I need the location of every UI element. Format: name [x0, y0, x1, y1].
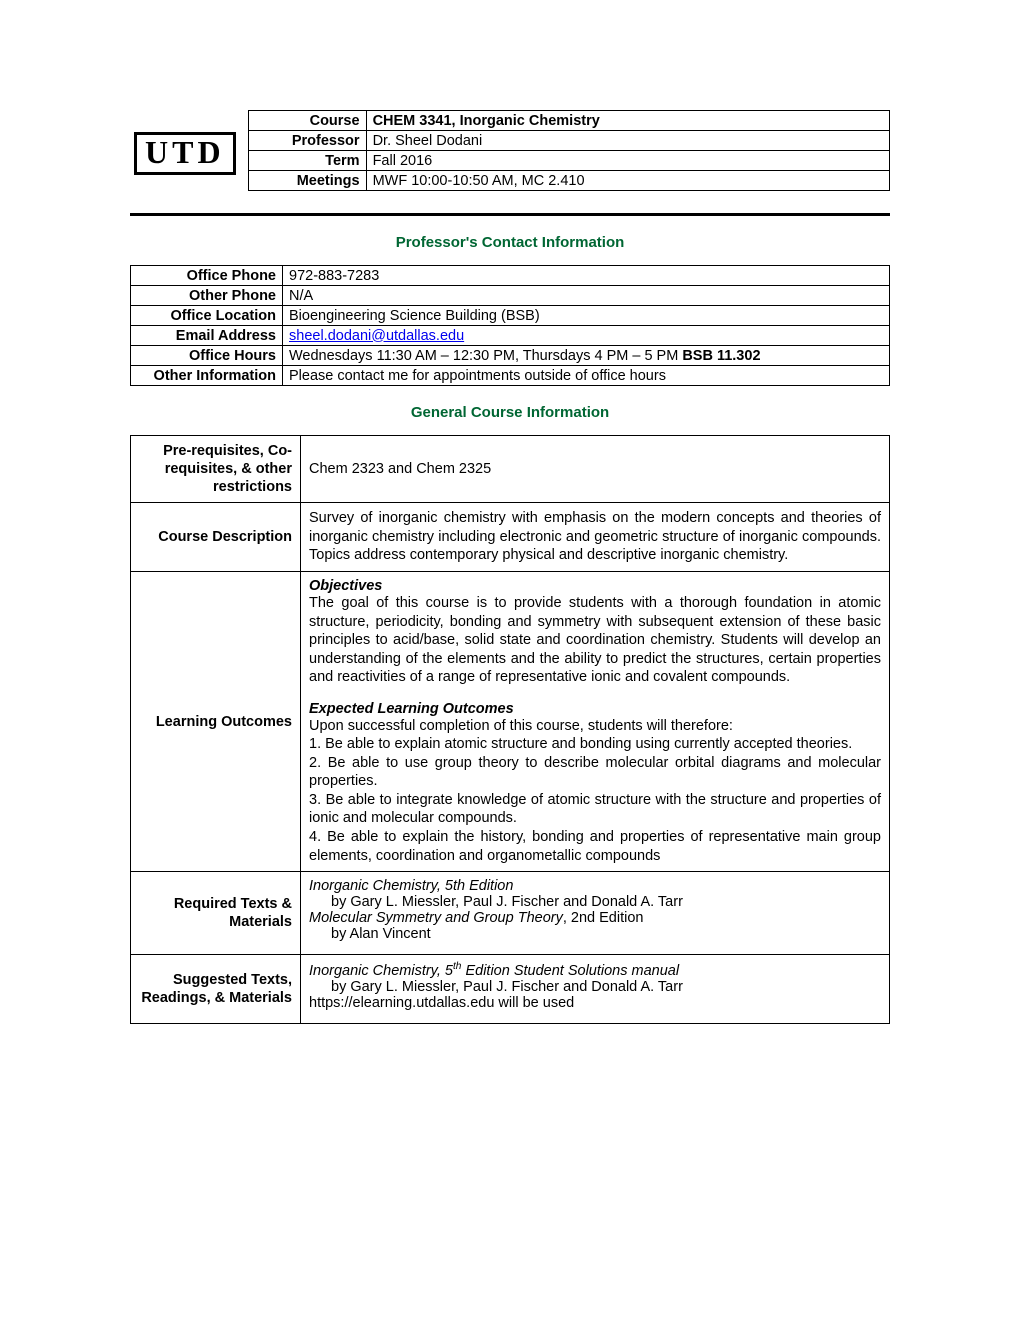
other-phone-label: Other Phone: [131, 286, 283, 306]
learning-outcomes-content: Objectives The goal of this course is to…: [301, 572, 890, 872]
elo-intro: Upon successful completion of this cours…: [309, 717, 881, 736]
course-label: Course: [248, 111, 366, 131]
office-location-value: Bioengineering Science Building (BSB): [283, 306, 890, 326]
table-row: Term Fall 2016: [248, 151, 889, 171]
other-info-label: Other Information: [131, 366, 283, 386]
req-text-2-title-a: Molecular Symmetry and Group Theory: [309, 910, 563, 926]
term-label: Term: [248, 151, 366, 171]
objectives-text: The goal of this course is to provide st…: [309, 594, 881, 687]
sugg-text-1-author: by Gary L. Miessler, Paul J. Fischer and…: [309, 979, 881, 995]
req-text-2-title: Molecular Symmetry and Group Theory, 2nd…: [309, 910, 881, 926]
office-hours-label: Office Hours: [131, 346, 283, 366]
req-text-2-author: by Alan Vincent: [309, 926, 881, 942]
table-row: Learning Outcomes Objectives The goal of…: [131, 572, 890, 872]
spacer: [309, 1011, 881, 1017]
office-phone-value: 972-883-7283: [283, 266, 890, 286]
utd-logo: UTD: [134, 132, 236, 175]
req-text-1-author: by Gary L. Miessler, Paul J. Fischer and…: [309, 894, 881, 910]
course-desc-value: Survey of inorganic chemistry with empha…: [301, 503, 890, 572]
email-value-cell: sheel.dodani@utdallas.edu: [283, 326, 890, 346]
spacer: [309, 942, 881, 948]
email-link[interactable]: sheel.dodani@utdallas.edu: [289, 328, 464, 344]
contact-info-table: Office Phone 972-883-7283 Other Phone N/…: [130, 265, 890, 386]
contact-section-title: Professor's Contact Information: [130, 234, 890, 251]
table-row: Required Texts & Materials Inorganic Che…: [131, 872, 890, 955]
professor-value: Dr. Sheel Dodani: [366, 131, 889, 151]
required-texts-label: Required Texts & Materials: [131, 872, 301, 955]
elo-item-1: 1. Be able to explain atomic structure a…: [309, 735, 881, 754]
elo-item-2: 2. Be able to use group theory to descri…: [309, 754, 881, 791]
course-value: CHEM 3341, Inorganic Chemistry: [366, 111, 889, 131]
professor-label: Professor: [248, 131, 366, 151]
term-value: Fall 2016: [366, 151, 889, 171]
prereq-label: Pre-requisites, Co-requisites, & other r…: [131, 436, 301, 503]
prereq-value: Chem 2323 and Chem 2325: [301, 436, 890, 503]
sugg-text-1-title: Inorganic Chemistry, 5th Edition Student…: [309, 961, 881, 979]
table-row: Email Address sheel.dodani@utdallas.edu: [131, 326, 890, 346]
meetings-value: MWF 10:00-10:50 AM, MC 2.410: [366, 171, 889, 191]
table-row: Suggested Texts, Readings, & Materials I…: [131, 955, 890, 1024]
table-row: Course CHEM 3341, Inorganic Chemistry: [248, 111, 889, 131]
office-hours-prefix: Wednesdays 11:30 AM – 12:30 PM, Thursday…: [289, 348, 682, 364]
office-location-label: Office Location: [131, 306, 283, 326]
other-phone-value: N/A: [283, 286, 890, 306]
meetings-label: Meetings: [248, 171, 366, 191]
req-text-2-title-b: , 2nd Edition: [563, 910, 644, 926]
header-row: UTD Course CHEM 3341, Inorganic Chemistr…: [130, 110, 890, 191]
elo-item-4: 4. Be able to explain the history, bondi…: [309, 828, 881, 865]
learning-outcomes-label: Learning Outcomes: [131, 572, 301, 872]
elo-item-3: 3. Be able to integrate knowledge of ato…: [309, 791, 881, 828]
elo-title: Expected Learning Outcomes: [309, 701, 881, 717]
required-texts-content: Inorganic Chemistry, 5th Edition by Gary…: [301, 872, 890, 955]
email-label: Email Address: [131, 326, 283, 346]
suggested-texts-label: Suggested Texts, Readings, & Materials: [131, 955, 301, 1024]
suggested-texts-content: Inorganic Chemistry, 5th Edition Student…: [301, 955, 890, 1024]
office-hours-room: BSB 11.302: [682, 348, 760, 364]
sugg-title-part-a: Inorganic Chemistry, 5: [309, 963, 453, 979]
table-row: Professor Dr. Sheel Dodani: [248, 131, 889, 151]
sugg-title-part-b: Edition Student Solutions manual: [461, 963, 679, 979]
table-row: Other Information Please contact me for …: [131, 366, 890, 386]
table-row: Office Hours Wednesdays 11:30 AM – 12:30…: [131, 346, 890, 366]
table-row: Pre-requisites, Co-requisites, & other r…: [131, 436, 890, 503]
table-row: Office Location Bioengineering Science B…: [131, 306, 890, 326]
table-row: Meetings MWF 10:00-10:50 AM, MC 2.410: [248, 171, 889, 191]
course-desc-label: Course Description: [131, 503, 301, 572]
table-row: Office Phone 972-883-7283: [131, 266, 890, 286]
table-row: Course Description Survey of inorganic c…: [131, 503, 890, 572]
course-header-table: Course CHEM 3341, Inorganic Chemistry Pr…: [248, 110, 890, 191]
general-course-table: Pre-requisites, Co-requisites, & other r…: [130, 435, 890, 1024]
objectives-title: Objectives: [309, 578, 881, 594]
other-info-value: Please contact me for appointments outsi…: [283, 366, 890, 386]
divider-rule: [130, 213, 890, 216]
office-phone-label: Office Phone: [131, 266, 283, 286]
office-hours-value: Wednesdays 11:30 AM – 12:30 PM, Thursday…: [283, 346, 890, 366]
spacer: [309, 687, 881, 701]
general-section-title: General Course Information: [130, 404, 890, 421]
sugg-text-2: https://elearning.utdallas.edu will be u…: [309, 995, 881, 1011]
req-text-1-title: Inorganic Chemistry, 5th Edition: [309, 878, 881, 894]
table-row: Other Phone N/A: [131, 286, 890, 306]
